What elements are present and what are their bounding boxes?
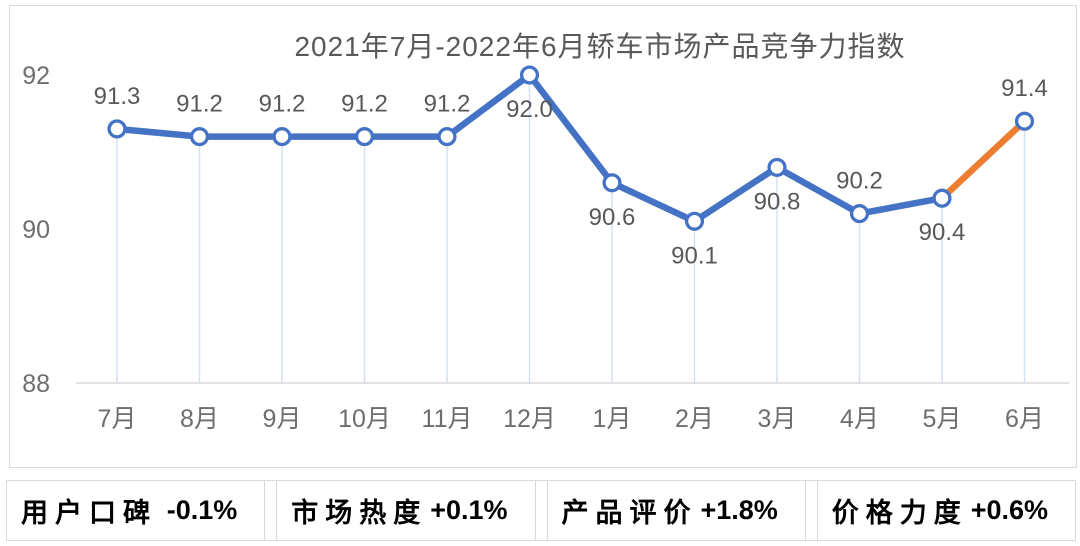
svg-text:3月: 3月: [758, 405, 797, 433]
svg-text:1月: 1月: [593, 405, 632, 433]
svg-text:91.2: 91.2: [341, 91, 388, 118]
stat-value: +1.8%: [700, 495, 778, 525]
data-labels: 91.3 91.2 91.2 91.2 91.2 92.0 90.6 90.1 90.8 90.2…: [94, 75, 1048, 269]
stat-value: +0.6%: [970, 495, 1048, 525]
stats-bar: 用户口碑 -0.1% 市场热度 +0.1% 产品评价 +1.8% 价格力度 +0.6%: [6, 480, 1076, 541]
svg-text:91.2: 91.2: [259, 91, 306, 118]
chart-panel: [9, 5, 1077, 468]
svg-text:91.2: 91.2: [424, 91, 471, 118]
svg-text:6月: 6月: [1005, 405, 1044, 433]
stat-divider: [804, 481, 818, 540]
svg-text:90.6: 90.6: [589, 204, 636, 231]
svg-text:90.8: 90.8: [754, 188, 801, 215]
svg-text:92: 92: [22, 62, 50, 90]
svg-text:88: 88: [22, 370, 50, 398]
svg-text:90.1: 90.1: [671, 242, 718, 269]
stat-label: 价格力度: [831, 498, 968, 528]
svg-text:8月: 8月: [180, 405, 219, 433]
stat-cell-3: 价格力度 +0.6%: [818, 481, 1075, 540]
stat-label: 产品评价: [561, 498, 698, 528]
svg-text:2月: 2月: [675, 405, 714, 433]
data-point-markers: [107, 65, 1035, 231]
stat-cell-0: 用户口碑 -0.1%: [7, 481, 264, 540]
svg-text:7月: 7月: [98, 405, 137, 433]
chart-title: 2021年7月-2022年6月轿车市场产品竞争力指数: [294, 31, 906, 62]
svg-text:92.0: 92.0: [506, 96, 553, 123]
highlight-segment: [938, 117, 1028, 202]
svg-text:5月: 5月: [923, 405, 962, 433]
svg-text:90.2: 90.2: [836, 168, 883, 195]
stat-cell-2: 产品评价 +1.8%: [548, 481, 805, 540]
svg-text:91.2: 91.2: [176, 91, 223, 118]
stat-label: 用户口碑: [21, 498, 157, 528]
y-axis-labels: 88 90 92: [22, 62, 50, 398]
stat-label: 市场热度: [291, 498, 428, 528]
stat-value: +0.1%: [430, 495, 508, 525]
svg-text:90: 90: [22, 216, 50, 244]
svg-text:91.4: 91.4: [1001, 75, 1048, 102]
svg-text:91.3: 91.3: [94, 83, 141, 110]
svg-text:10月: 10月: [338, 405, 391, 433]
stat-cell-1: 市场热度 +0.1%: [277, 481, 534, 540]
x-axis-labels: 7月 8月 9月 10月 11月 12月 1月 2月 3月 4月 5月 6月: [98, 405, 1044, 433]
svg-text:12月: 12月: [503, 405, 556, 433]
stat-divider: [534, 481, 548, 540]
stat-divider: [264, 481, 278, 540]
drop-lines: [116, 75, 1026, 383]
svg-text:9月: 9月: [263, 405, 302, 433]
svg-text:11月: 11月: [422, 405, 473, 433]
stat-value: -0.1%: [166, 495, 238, 525]
svg-text:90.4: 90.4: [919, 219, 966, 246]
svg-text:4月: 4月: [840, 405, 879, 433]
